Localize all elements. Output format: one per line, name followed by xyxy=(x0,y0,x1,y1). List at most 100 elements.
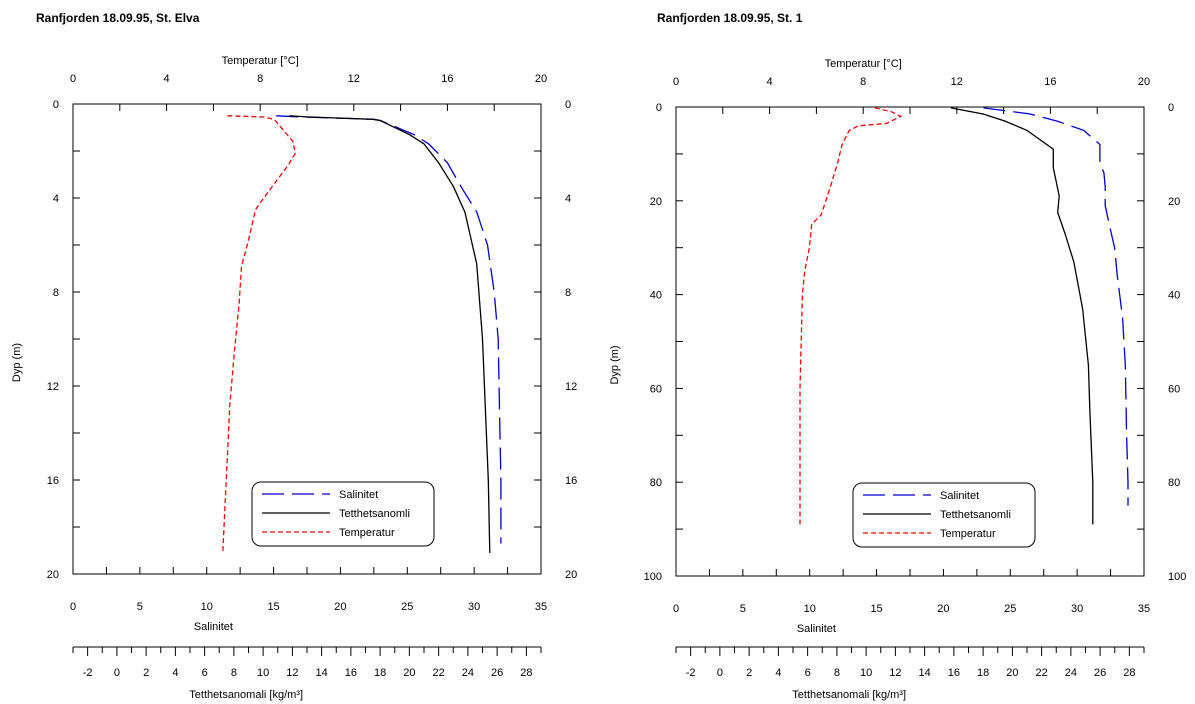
left-axis-tick-label: 12 xyxy=(47,381,59,393)
density-axis-tick-label: 24 xyxy=(462,667,474,679)
right-axis-tick-label: 20 xyxy=(1168,196,1180,208)
legend-label: Tetthetsanomli xyxy=(339,508,410,520)
chart-panel-st-elva: Ranfjorden 18.09.95, St. Elva 0 4 8 12 16 20 T… xyxy=(0,0,597,704)
right-axis-tick-label: 40 xyxy=(1168,290,1180,302)
right-axis-tick-label: 8 xyxy=(565,287,571,299)
density-axis-tick-label: 6 xyxy=(805,667,811,679)
density-axis-tick-label: -2 xyxy=(686,667,696,679)
left-axis-tick-label: 4 xyxy=(53,193,59,205)
legend-label: Tetthetsanomli xyxy=(940,509,1011,521)
density-axis-tick-label: 0 xyxy=(717,667,723,679)
bottom-axis-tick-label: 5 xyxy=(137,601,143,613)
top-axis-tick-label: 12 xyxy=(348,73,360,85)
legend-label: Temperatur xyxy=(339,527,395,539)
top-axis-label: Temperatur [°C] xyxy=(825,58,902,70)
density-axis-tick-label: 24 xyxy=(1065,667,1077,679)
top-axis-label: Temperatur [°C] xyxy=(222,55,299,67)
density-axis-tick-label: 12 xyxy=(286,667,298,679)
bottom-axis-tick-label: 0 xyxy=(70,601,76,613)
left-axis-tick-label: 20 xyxy=(650,196,662,208)
density-axis-tick-label: 20 xyxy=(1006,667,1018,679)
right-axis-tick-label: 12 xyxy=(565,381,577,393)
density-axis-tick-label: 16 xyxy=(345,667,357,679)
left-axis-tick-label: 60 xyxy=(650,383,662,395)
density-axis-tick-label: 2 xyxy=(746,667,752,679)
left-axis-label: Dyp (m) xyxy=(11,343,23,382)
density-axis-tick-label: 4 xyxy=(775,667,781,679)
density-axis-tick-label: 26 xyxy=(1094,667,1106,679)
legend-label: Temperatur xyxy=(940,528,996,540)
bottom-axis-tick-label: 15 xyxy=(267,601,279,613)
left-axis-tick-label: 0 xyxy=(656,102,662,114)
legend-label: Salinitet xyxy=(339,489,378,501)
density-axis-tick-label: 18 xyxy=(374,667,386,679)
top-axis-tick-label: 4 xyxy=(164,73,170,85)
right-axis-tick-label: 4 xyxy=(565,193,571,205)
top-axis-tick-label: 4 xyxy=(767,76,773,88)
density-axis-tick-label: 14 xyxy=(919,667,931,679)
bottom-axis-tick-label: 30 xyxy=(468,601,480,613)
density-axis-tick-label: 2 xyxy=(143,667,149,679)
density-axis-tick-label: 0 xyxy=(114,667,120,679)
bottom-axis-tick-label: 20 xyxy=(334,601,346,613)
right-axis-tick-label: 100 xyxy=(1168,571,1186,583)
left-axis-tick-label: 16 xyxy=(47,475,59,487)
top-axis-tick-label: 16 xyxy=(441,73,453,85)
bottom-axis-label: Salinitet xyxy=(194,621,233,633)
density-axis-tick-label: 14 xyxy=(316,667,328,679)
density-axis-tick-label: 12 xyxy=(889,667,901,679)
chart-panel-st-1: Ranfjorden 18.09.95, St. 1 0 4 8 12 16 20 Temp… xyxy=(598,0,1195,704)
series-line-tetthetsanomli xyxy=(289,115,491,553)
right-axis-tick-label: 60 xyxy=(1168,383,1180,395)
density-axis-tick-label: 10 xyxy=(860,667,872,679)
bottom-axis-tick-label: 25 xyxy=(1004,603,1016,615)
top-axis-tick-label: 0 xyxy=(70,73,76,85)
chart-title: Ranfjorden 18.09.95, St. 1 xyxy=(657,11,803,25)
bottom-axis-tick-label: 35 xyxy=(1138,603,1150,615)
left-axis-tick-label: 40 xyxy=(650,290,662,302)
density-axis-tick-label: 22 xyxy=(433,667,445,679)
bottom-axis-tick-label: 35 xyxy=(535,601,547,613)
density-axis-tick-label: 6 xyxy=(202,667,208,679)
top-axis-tick-label: 8 xyxy=(860,76,866,88)
density-axis-tick-label: 18 xyxy=(977,667,989,679)
bottom-axis-tick-label: 10 xyxy=(804,603,816,615)
right-axis-tick-label: 0 xyxy=(1168,102,1174,114)
top-axis-tick-label: 20 xyxy=(535,73,547,85)
density-axis-tick-label: 20 xyxy=(403,667,415,679)
left-axis-label: Dyp (m) xyxy=(609,345,621,384)
right-axis-tick-label: 0 xyxy=(565,99,571,111)
top-axis-tick-label: 0 xyxy=(673,76,679,88)
chart-title: Ranfjorden 18.09.95, St. Elva xyxy=(36,11,200,25)
density-axis-tick-label: 28 xyxy=(1123,667,1135,679)
legend-label: Salinitet xyxy=(940,490,979,502)
bottom-axis-tick-label: 20 xyxy=(937,603,949,615)
bottom-axis-tick-label: 30 xyxy=(1071,603,1083,615)
top-axis-tick-label: 8 xyxy=(257,73,263,85)
legend-box xyxy=(852,482,1036,548)
density-axis-tick-label: 16 xyxy=(948,667,960,679)
series-line-temperatur xyxy=(222,115,296,553)
bottom-axis-tick-label: 10 xyxy=(201,601,213,613)
density-axis-tick-label: 8 xyxy=(231,667,237,679)
left-axis-tick-label: 80 xyxy=(650,477,662,489)
density-axis-tick-label: 28 xyxy=(520,667,532,679)
series-line-salinitet xyxy=(983,107,1129,506)
series-line-salinitet xyxy=(276,115,502,544)
density-axis-tick-label: 26 xyxy=(491,667,503,679)
density-axis-tick-label: 4 xyxy=(172,667,178,679)
series-line-temperatur xyxy=(799,107,903,525)
right-axis-tick-label: 20 xyxy=(565,569,577,581)
left-axis-tick-label: 0 xyxy=(53,99,59,111)
bottom-axis-tick-label: 25 xyxy=(401,601,413,613)
bottom-axis-label: Salinitet xyxy=(797,623,836,635)
legend-box xyxy=(251,481,435,547)
top-axis-tick-label: 12 xyxy=(951,76,963,88)
bottom-axis-tick-label: 0 xyxy=(673,603,679,615)
density-axis-tick-label: 8 xyxy=(834,667,840,679)
density-axis-tick-label: 22 xyxy=(1036,667,1048,679)
bottom-axis-tick-label: 5 xyxy=(740,603,746,615)
left-axis-tick-label: 100 xyxy=(644,571,662,583)
left-axis-tick-label: 8 xyxy=(53,287,59,299)
